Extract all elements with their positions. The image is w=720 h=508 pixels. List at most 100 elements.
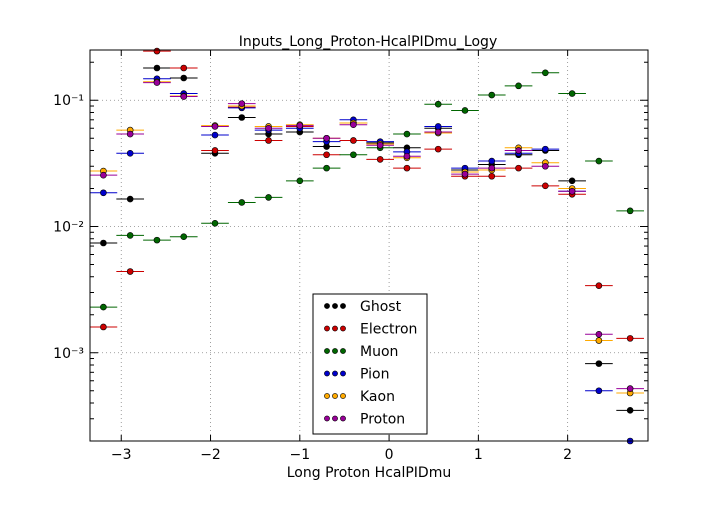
- data-point-muon: [126, 232, 134, 239]
- legend-marker-muon: [340, 348, 346, 354]
- legend-marker-electron: [340, 325, 346, 332]
- x-tick-label: 2: [563, 447, 572, 463]
- legend-label-pion: Pion: [360, 367, 389, 383]
- data-point-proton: [403, 152, 411, 160]
- data-point-proton: [296, 122, 304, 129]
- legend-marker-muon: [332, 348, 338, 354]
- legend-marker-kaon: [324, 393, 330, 399]
- legend-label-ghost: Ghost: [360, 299, 402, 315]
- data-point-electron: [434, 145, 442, 153]
- x-axis-label: Long Proton HcalPIDmu: [287, 465, 451, 481]
- legend-marker-electron: [332, 325, 338, 332]
- data-points: [100, 47, 634, 445]
- x-tick-label: 0: [385, 447, 394, 463]
- data-point-muon: [434, 100, 442, 108]
- data-point-proton: [211, 123, 219, 130]
- data-point-electron: [126, 268, 134, 275]
- y-tick-label: 10⁻²: [53, 219, 84, 235]
- data-point-kaon: [595, 337, 603, 344]
- data-point-proton: [515, 147, 522, 154]
- data-point-ghost: [568, 177, 576, 185]
- data-point-ghost: [595, 360, 603, 367]
- data-point-electron: [542, 182, 549, 190]
- data-point-muon: [265, 194, 272, 201]
- chart-title: Inputs_Long_Proton-HcalPIDmu_Logy: [239, 34, 497, 50]
- data-point-proton: [126, 130, 134, 138]
- legend-marker-pion: [340, 370, 346, 377]
- data-point-proton: [626, 385, 634, 392]
- legend-marker-ghost: [324, 303, 330, 309]
- x-tick-label: −2: [200, 447, 221, 463]
- data-point-proton: [376, 141, 384, 149]
- data-point-muon: [488, 91, 496, 99]
- data-point-ghost: [238, 114, 246, 121]
- legend-marker-pion: [324, 370, 330, 377]
- data-point-muon: [542, 69, 549, 77]
- data-point-ghost: [100, 239, 107, 247]
- data-point-proton: [595, 331, 603, 338]
- data-point-proton: [350, 121, 357, 129]
- data-point-electron: [376, 156, 384, 163]
- data-point-muon: [595, 157, 603, 165]
- legend-label-electron: Electron: [360, 322, 417, 338]
- data-point-pion: [488, 157, 496, 165]
- data-point-proton: [153, 79, 161, 86]
- legend-label-kaon: Kaon: [360, 389, 395, 405]
- legend-marker-ghost: [332, 303, 338, 309]
- data-point-proton: [323, 134, 330, 142]
- data-point-pion: [542, 145, 549, 153]
- data-point-ghost: [126, 195, 134, 203]
- data-point-muon: [296, 177, 304, 185]
- data-point-muon: [626, 207, 634, 215]
- data-point-muon: [323, 164, 330, 172]
- data-point-pion: [126, 149, 134, 157]
- data-point-proton: [488, 164, 496, 172]
- data-point-proton: [461, 170, 469, 178]
- data-point-pion: [211, 131, 219, 139]
- data-point-proton: [180, 93, 188, 100]
- data-point-muon: [100, 303, 107, 311]
- legend-marker-kaon: [340, 393, 346, 399]
- legend-marker-ghost: [340, 303, 346, 309]
- data-point-proton: [100, 171, 107, 179]
- data-point-proton: [434, 128, 442, 136]
- legend-marker-proton: [340, 415, 346, 422]
- plot-frame: [89, 49, 649, 442]
- data-point-proton: [542, 162, 549, 170]
- data-point-pion: [595, 387, 603, 395]
- data-point-electron: [626, 335, 634, 342]
- data-point-electron: [403, 164, 411, 172]
- legend-box: [312, 293, 428, 435]
- legend-marker-kaon: [332, 393, 338, 399]
- data-point-proton: [265, 124, 272, 132]
- data-point-proton: [568, 188, 576, 195]
- y-tick-label: 10⁻¹: [53, 93, 84, 109]
- data-point-electron: [265, 137, 272, 144]
- legend: Ghost Electron Muon Pion Kaon Proton: [312, 293, 428, 435]
- y-tick-label: 10⁻³: [53, 346, 84, 362]
- axis-ticks: −3 −2 −1 0 1 2 10⁻³ 10⁻² 10⁻¹: [53, 50, 648, 463]
- data-point-electron: [180, 64, 188, 72]
- data-point-muon: [515, 82, 522, 90]
- legend-marker-muon: [324, 348, 330, 354]
- data-point-muon: [180, 233, 188, 241]
- data-point-pion: [100, 189, 107, 197]
- data-point-muon: [211, 220, 219, 227]
- legend-marker-electron: [324, 325, 330, 332]
- data-point-electron: [488, 172, 496, 180]
- legend-label-muon: Muon: [360, 344, 398, 360]
- data-point-pion: [434, 123, 442, 130]
- data-point-muon: [238, 199, 246, 206]
- data-point-muon: [153, 236, 161, 244]
- x-tick-label: −3: [111, 447, 132, 463]
- data-point-electron: [323, 151, 330, 159]
- data-point-electron: [595, 282, 603, 289]
- data-point-ghost: [180, 74, 188, 82]
- legend-marker-proton: [324, 415, 330, 422]
- data-point-electron: [350, 137, 357, 144]
- legend-label-proton: Proton: [360, 412, 405, 428]
- grid-lines: [90, 50, 648, 441]
- data-point-proton: [238, 100, 246, 107]
